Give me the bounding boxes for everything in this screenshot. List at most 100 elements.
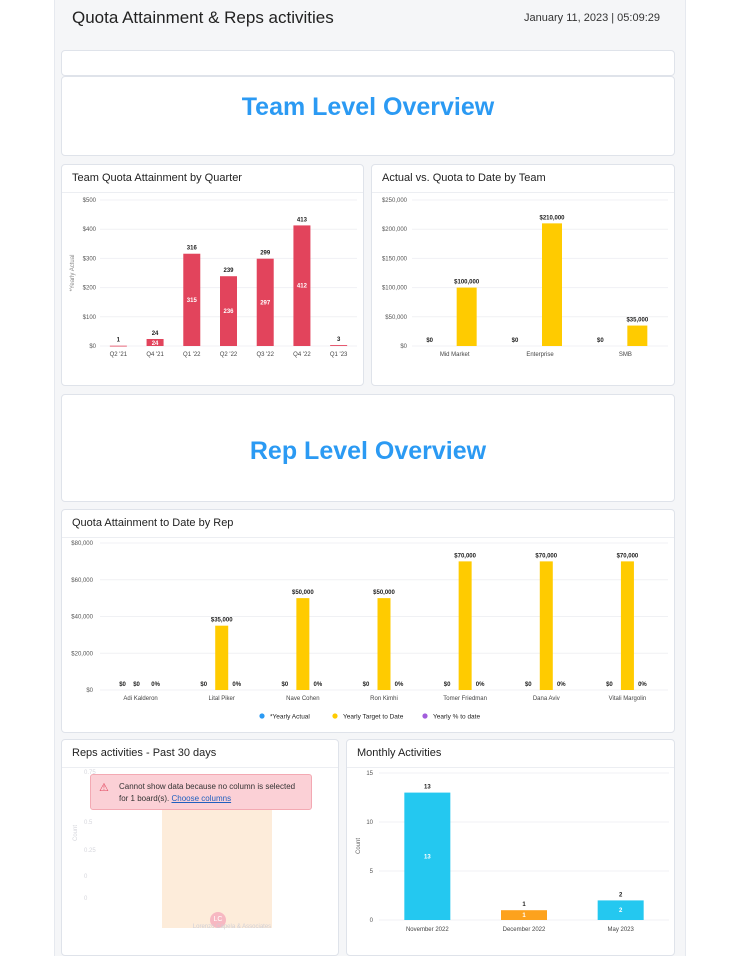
bar-value-label: 0% <box>232 682 241 688</box>
y-tick-label: $150,000 <box>382 256 408 262</box>
bar-value-label: 2 <box>619 892 623 898</box>
y-tick-label: $50,000 <box>385 315 407 321</box>
bar-value-label: 0% <box>395 682 404 688</box>
legend-label: Yearly Target to Date <box>343 714 404 721</box>
x-tick-label: Q4 '22 <box>293 352 311 358</box>
x-tick-label: Q1 '22 <box>183 352 201 358</box>
bar-value-label: 239 <box>223 268 234 274</box>
x-tick-label: Vitali Margolin <box>609 696 647 702</box>
bar-value-label: $0 <box>200 682 207 688</box>
y-tick-label: 10 <box>366 820 373 826</box>
bar-value-label: 0% <box>557 682 566 688</box>
legend-marker <box>332 713 338 719</box>
ghost-axis-label: Count <box>73 824 80 842</box>
x-tick-label: Enterprise <box>526 352 554 358</box>
bar <box>220 276 237 346</box>
y-tick-label: 5 <box>370 869 374 875</box>
error-message: ⚠ Cannot show data because no column is … <box>90 774 312 810</box>
divider <box>62 192 363 193</box>
x-tick-label: Adi Kalderon <box>123 696 157 702</box>
bar <box>215 625 229 690</box>
bar-value-label: 1 <box>117 338 121 344</box>
bar-inner-label: 412 <box>297 284 308 290</box>
y-tick-label: $20,000 <box>71 651 93 657</box>
x-tick-label: Q4 '21 <box>146 352 164 358</box>
bar-value-label: 1 <box>522 902 526 908</box>
y-tick-label: $80,000 <box>71 541 93 547</box>
x-tick-label: SMB <box>619 352 632 358</box>
x-tick-label: December 2022 <box>503 927 546 933</box>
error-text: Cannot show data because no column is se… <box>119 782 296 791</box>
bar <box>296 598 310 690</box>
team-quota-chart: $0 $100 $200 $300 $400 $500 *Yearly Actual 1 Q2 … <box>70 198 357 358</box>
y-tick-label: $0 <box>400 344 407 350</box>
y-tick-label: $0 <box>89 344 96 350</box>
team-overview-heading: Team Level Overview <box>241 93 495 121</box>
bar-value-label: $0 <box>119 682 126 688</box>
team-quota-widget[interactable]: Team Quota Attainment by Quarter $0 $100 $… <box>61 164 364 386</box>
actual-vs-quota-title: Actual vs. Quota to Date by Team <box>382 172 546 184</box>
bar-inner-label: 24 <box>152 341 159 347</box>
bar-value-label: 13 <box>424 785 431 791</box>
bar-inner-label: 236 <box>223 309 234 315</box>
bar-value-label: $50,000 <box>373 590 395 596</box>
y-tick-label: $60,000 <box>71 578 93 584</box>
team-quota-title: Team Quota Attainment by Quarter <box>72 172 242 184</box>
monthly-activities-chart: 0 5 10 15 Count 13 13 November 2022 1 1 December 2… <box>356 771 669 933</box>
x-tick-label: Ron Kimhi <box>370 696 398 702</box>
x-tick-label: Dana Aviv <box>533 696 560 702</box>
y-tick-label: $200 <box>83 286 97 292</box>
bar <box>183 253 201 346</box>
bar-value-label: $70,000 <box>617 553 639 559</box>
y-tick-label: $400 <box>83 227 97 233</box>
divider <box>347 767 674 768</box>
bar-value-label: 24 <box>152 331 159 337</box>
legend-label: Yearly % to date <box>433 714 480 721</box>
bar-inner-label: 1 <box>522 913 526 919</box>
bar <box>458 561 472 690</box>
ghost-tick: 0 <box>84 896 88 902</box>
ghost-tick: 0 <box>84 874 88 880</box>
warning-icon: ⚠ <box>99 782 109 794</box>
y-tick-label: $100,000 <box>382 286 408 292</box>
rep-quota-chart: $0 $20,000 $40,000 $60,000 $80,000 $0 $0 0% Adi … <box>71 541 668 721</box>
bar-value-label: $0 <box>606 682 613 688</box>
bar <box>146 338 164 346</box>
bar-value-label: $210,000 <box>539 215 565 221</box>
ghost-avatar: LC <box>210 912 226 928</box>
reps-activities-widget[interactable]: Reps activities - Past 30 days Count 0.7… <box>61 739 339 956</box>
bar-inner-label: 2 <box>619 908 623 914</box>
bar <box>620 561 634 690</box>
bar-value-label: $0 <box>363 682 370 688</box>
ghost-bar <box>162 810 272 928</box>
ghost-tick: 0.25 <box>84 848 96 854</box>
rep-overview-card: Rep Level Overview <box>61 394 675 502</box>
y-tick-label: $250,000 <box>382 198 408 204</box>
bar-value-label: 413 <box>297 217 308 223</box>
x-tick-label: Q2 '22 <box>220 352 238 358</box>
rep-quota-widget[interactable]: Quota Attainment to Date by Rep $0 $20,00… <box>61 509 675 733</box>
bar <box>330 345 348 346</box>
bar-value-label: $35,000 <box>211 618 233 624</box>
divider <box>62 767 338 768</box>
bar <box>377 598 391 690</box>
legend-label: *Yearly Actual <box>270 714 310 721</box>
bar-inner-label: 13 <box>424 854 431 860</box>
bar-value-label: 0% <box>476 682 485 688</box>
actual-vs-quota-chart: $0 $50,000 $100,000 $150,000 $200,000 $250,00… <box>382 198 668 358</box>
y-tick-label: 15 <box>366 771 373 777</box>
bar-value-label: $70,000 <box>454 553 476 559</box>
bar-value-label: $35,000 <box>626 318 648 324</box>
choose-columns-link[interactable]: Choose columns <box>171 794 232 803</box>
bar-value-label: $50,000 <box>292 590 314 596</box>
y-axis-label: Count <box>356 838 362 854</box>
ghost-tick: 0.75 <box>84 770 96 776</box>
x-tick-label: Q1 '23 <box>330 352 348 358</box>
legend-marker <box>422 713 428 719</box>
monthly-activities-widget[interactable]: Monthly Activities 0 5 10 15 Count 13 13 Novemb… <box>346 739 675 956</box>
actual-vs-quota-widget[interactable]: Actual vs. Quota to Date by Team $0 $50,0… <box>371 164 675 386</box>
bar <box>597 900 644 920</box>
bar-value-label: $0 <box>133 682 140 688</box>
rep-overview-heading: Rep Level Overview <box>249 437 487 465</box>
reps-activities-title: Reps activities - Past 30 days <box>72 747 217 759</box>
